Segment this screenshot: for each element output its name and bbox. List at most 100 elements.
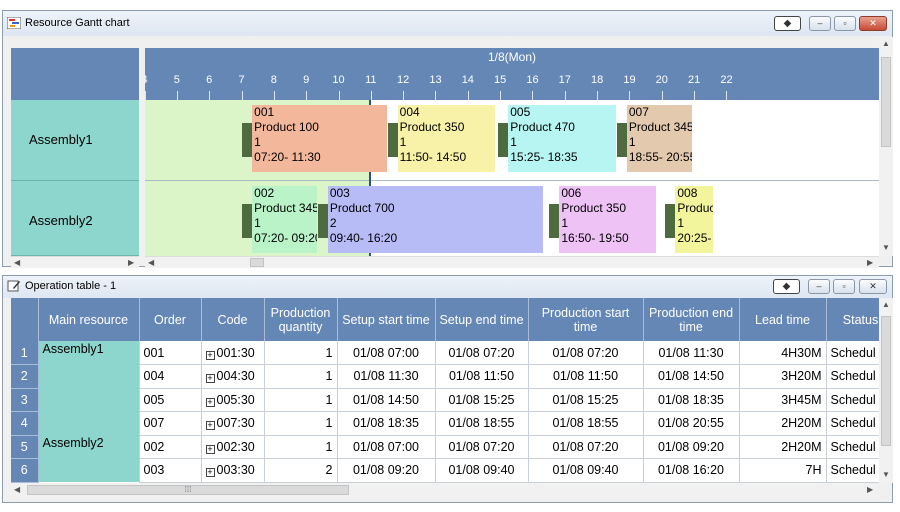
order-cell[interactable]: 007 xyxy=(139,411,202,436)
setup-end-cell[interactable]: 01/08 09:40 xyxy=(435,458,529,483)
lead-time-cell[interactable]: 4H30M xyxy=(739,341,827,365)
column-header[interactable]: Setup end time xyxy=(435,298,529,341)
column-header[interactable]: Production quantity xyxy=(264,298,338,341)
production-end-cell[interactable]: 01/08 16:20 xyxy=(643,458,740,483)
code-cell[interactable]: +007:30 xyxy=(201,411,265,436)
scroll-thumb[interactable] xyxy=(250,258,264,267)
scroll-right-icon[interactable]: ▶ xyxy=(128,258,135,267)
setup-start-cell[interactable]: 01/08 09:20 xyxy=(337,458,436,483)
setup-bar[interactable] xyxy=(616,123,627,157)
expand-icon[interactable]: + xyxy=(205,467,215,478)
lead-time-cell[interactable]: 7H xyxy=(739,458,827,483)
quantity-cell[interactable]: 1 xyxy=(264,388,338,412)
code-cell[interactable]: +003:30 xyxy=(201,458,265,483)
scroll-left-icon[interactable]: ◀ xyxy=(14,258,21,267)
status-cell[interactable]: Schedul xyxy=(826,411,879,436)
table-vertical-scrollbar[interactable]: ▲ ▼ xyxy=(879,298,893,483)
setup-end-cell[interactable]: 01/08 18:55 xyxy=(435,411,529,436)
row-number[interactable]: 5 xyxy=(11,435,39,459)
setup-bar[interactable] xyxy=(549,204,560,238)
production-start-cell[interactable]: 01/08 07:20 xyxy=(528,341,644,365)
production-start-cell[interactable]: 01/08 09:40 xyxy=(528,458,644,483)
row-number[interactable]: 6 xyxy=(11,458,39,483)
setup-start-cell[interactable]: 01/08 07:00 xyxy=(337,341,436,365)
maximize-button[interactable]: ▫ xyxy=(834,16,856,31)
setup-start-cell[interactable]: 01/08 07:00 xyxy=(337,435,436,459)
column-header[interactable]: Code xyxy=(201,298,265,341)
quantity-cell[interactable]: 1 xyxy=(264,435,338,459)
gantt-horizontal-scrollbar[interactable]: ◀ ▶ xyxy=(145,256,879,268)
main-resource-cell[interactable]: Assembly1 xyxy=(38,341,140,435)
row-number[interactable]: 2 xyxy=(11,364,39,389)
production-end-cell[interactable]: 01/08 11:30 xyxy=(643,341,740,365)
scroll-thumb[interactable]: ⁞⁞⁞ xyxy=(27,485,349,495)
column-header[interactable]: Production start time xyxy=(528,298,644,341)
production-start-cell[interactable]: 01/08 07:20 xyxy=(528,435,644,459)
setup-bar[interactable] xyxy=(665,204,676,238)
row-number[interactable]: 1 xyxy=(11,341,39,365)
row-number-header[interactable] xyxy=(11,298,39,341)
order-cell[interactable]: 005 xyxy=(139,388,202,412)
setup-bar[interactable] xyxy=(387,123,398,157)
setup-bar[interactable] xyxy=(317,204,328,238)
close-button[interactable]: ✕ xyxy=(859,16,887,31)
status-cell[interactable]: Schedul xyxy=(826,388,879,412)
expand-icon[interactable]: + xyxy=(205,443,215,454)
lead-time-cell[interactable]: 3H20M xyxy=(739,364,827,389)
scroll-right-icon[interactable]: ▶ xyxy=(867,485,874,494)
resource-row-assembly1[interactable]: Assembly1 xyxy=(11,100,139,181)
production-end-cell[interactable]: 01/08 18:35 xyxy=(643,388,740,412)
pin-icon[interactable]: ◆ xyxy=(774,16,801,31)
production-end-cell[interactable]: 01/08 09:20 xyxy=(643,435,740,459)
table-row[interactable]: 2 004 +004:30 1 01/08 11:30 01/08 11:50 01/08 … xyxy=(11,364,879,389)
table-row[interactable]: 4 007 +007:30 1 01/08 18:35 01/08 18:55 01/08 … xyxy=(11,411,879,436)
column-header[interactable]: Status xyxy=(826,298,879,341)
setup-bar[interactable] xyxy=(498,123,509,157)
task-bar[interactable]: 003 Product 700 2 09:40- 16:20 xyxy=(327,186,544,253)
setup-start-cell[interactable]: 01/08 14:50 xyxy=(337,388,436,412)
task-bar[interactable]: 008Product 470120:25- 09:35 xyxy=(675,186,713,253)
lead-time-cell[interactable]: 3H45M xyxy=(739,388,827,412)
table-row[interactable]: 1 Assembly1 001 +001:30 1 01/08 07:00 01/08 07… xyxy=(11,341,879,435)
lead-time-cell[interactable]: 2H20M xyxy=(739,435,827,459)
order-cell[interactable]: 002 xyxy=(139,435,202,459)
order-cell[interactable]: 001 xyxy=(139,341,202,365)
status-cell[interactable]: Schedul xyxy=(826,458,879,483)
quantity-cell[interactable]: 1 xyxy=(264,341,338,365)
quantity-cell[interactable]: 1 xyxy=(264,364,338,389)
quantity-cell[interactable]: 2 xyxy=(264,458,338,483)
scroll-up-icon[interactable]: ▲ xyxy=(882,300,890,309)
setup-bar[interactable] xyxy=(242,123,253,157)
main-resource-cell[interactable]: Assembly2 xyxy=(38,435,140,482)
scroll-thumb[interactable] xyxy=(881,57,891,147)
row-number[interactable]: 3 xyxy=(11,388,39,412)
production-start-cell[interactable]: 01/08 18:55 xyxy=(528,411,644,436)
setup-end-cell[interactable]: 01/08 07:20 xyxy=(435,341,529,365)
column-header[interactable]: Setup start time xyxy=(337,298,436,341)
setup-start-cell[interactable]: 01/08 18:35 xyxy=(337,411,436,436)
task-bar[interactable]: 006 Product 350 1 16:50- 19:50 xyxy=(559,186,657,253)
gantt-area[interactable]: 001 Product 100 1 07:20- 11:30 004 Product 35… xyxy=(145,100,879,256)
resource-horizontal-scrollbar[interactable]: ◀ ▶ xyxy=(11,256,139,268)
setup-bar[interactable] xyxy=(242,204,253,238)
table-row[interactable]: 6 003 +003:30 2 01/08 09:20 01/08 09:40 01/08 … xyxy=(11,458,879,483)
lead-time-cell[interactable]: 2H20M xyxy=(739,411,827,436)
table-row[interactable]: 3 005 +005:30 1 01/08 14:50 01/08 15:25 01/08 … xyxy=(11,388,879,412)
task-bar[interactable]: 004 Product 350 1 11:50- 14:50 xyxy=(397,105,495,172)
minimize-button[interactable]: – xyxy=(809,16,831,31)
code-cell[interactable]: +005:30 xyxy=(201,388,265,412)
row-number[interactable]: 4 xyxy=(11,411,39,436)
expand-icon[interactable]: + xyxy=(205,373,215,384)
setup-end-cell[interactable]: 01/08 07:20 xyxy=(435,435,529,459)
scroll-up-icon[interactable]: ▲ xyxy=(882,39,890,48)
task-bar[interactable]: 005 Product 470 1 15:25- 18:35 xyxy=(508,105,616,172)
setup-start-cell[interactable]: 01/08 11:30 xyxy=(337,364,436,389)
code-cell[interactable]: +004:30 xyxy=(201,364,265,389)
column-header[interactable]: Order xyxy=(139,298,202,341)
pin-icon[interactable]: ◆ xyxy=(773,279,800,294)
setup-end-cell[interactable]: 01/08 11:50 xyxy=(435,364,529,389)
status-cell[interactable]: Schedul xyxy=(826,341,879,365)
column-header[interactable]: Production end time xyxy=(643,298,740,341)
scroll-down-icon[interactable]: ▼ xyxy=(882,243,890,252)
scroll-left-icon[interactable]: ◀ xyxy=(148,258,155,267)
